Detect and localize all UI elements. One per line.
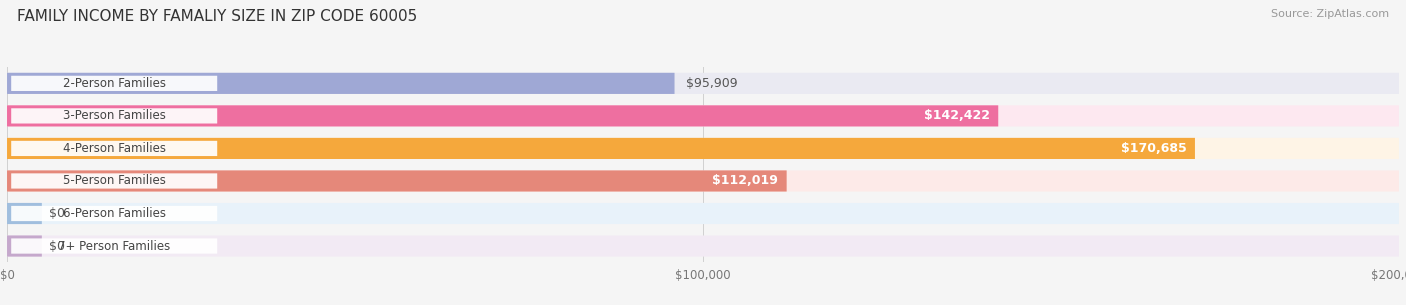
- Text: $170,685: $170,685: [1121, 142, 1187, 155]
- Text: 4-Person Families: 4-Person Families: [63, 142, 166, 155]
- FancyBboxPatch shape: [7, 235, 1399, 257]
- Text: 7+ Person Families: 7+ Person Families: [58, 239, 170, 253]
- FancyBboxPatch shape: [7, 73, 675, 94]
- Text: 5-Person Families: 5-Person Families: [63, 174, 166, 188]
- Text: $0: $0: [49, 239, 65, 253]
- FancyBboxPatch shape: [11, 173, 217, 188]
- FancyBboxPatch shape: [7, 105, 1399, 127]
- Text: FAMILY INCOME BY FAMALIY SIZE IN ZIP CODE 60005: FAMILY INCOME BY FAMALIY SIZE IN ZIP COD…: [17, 9, 418, 24]
- Text: 3-Person Families: 3-Person Families: [63, 109, 166, 122]
- Text: 2-Person Families: 2-Person Families: [63, 77, 166, 90]
- FancyBboxPatch shape: [11, 141, 217, 156]
- FancyBboxPatch shape: [7, 235, 42, 257]
- Text: $142,422: $142,422: [924, 109, 990, 122]
- Text: Source: ZipAtlas.com: Source: ZipAtlas.com: [1271, 9, 1389, 19]
- FancyBboxPatch shape: [7, 105, 998, 127]
- FancyBboxPatch shape: [11, 76, 217, 91]
- FancyBboxPatch shape: [11, 239, 217, 254]
- FancyBboxPatch shape: [7, 170, 1399, 192]
- Text: $112,019: $112,019: [713, 174, 779, 188]
- FancyBboxPatch shape: [7, 203, 42, 224]
- FancyBboxPatch shape: [7, 170, 786, 192]
- FancyBboxPatch shape: [7, 73, 1399, 94]
- FancyBboxPatch shape: [11, 206, 217, 221]
- Text: 6-Person Families: 6-Person Families: [63, 207, 166, 220]
- FancyBboxPatch shape: [7, 138, 1399, 159]
- FancyBboxPatch shape: [7, 138, 1195, 159]
- Text: $0: $0: [49, 207, 65, 220]
- Text: $95,909: $95,909: [686, 77, 737, 90]
- FancyBboxPatch shape: [7, 203, 1399, 224]
- FancyBboxPatch shape: [11, 108, 217, 124]
